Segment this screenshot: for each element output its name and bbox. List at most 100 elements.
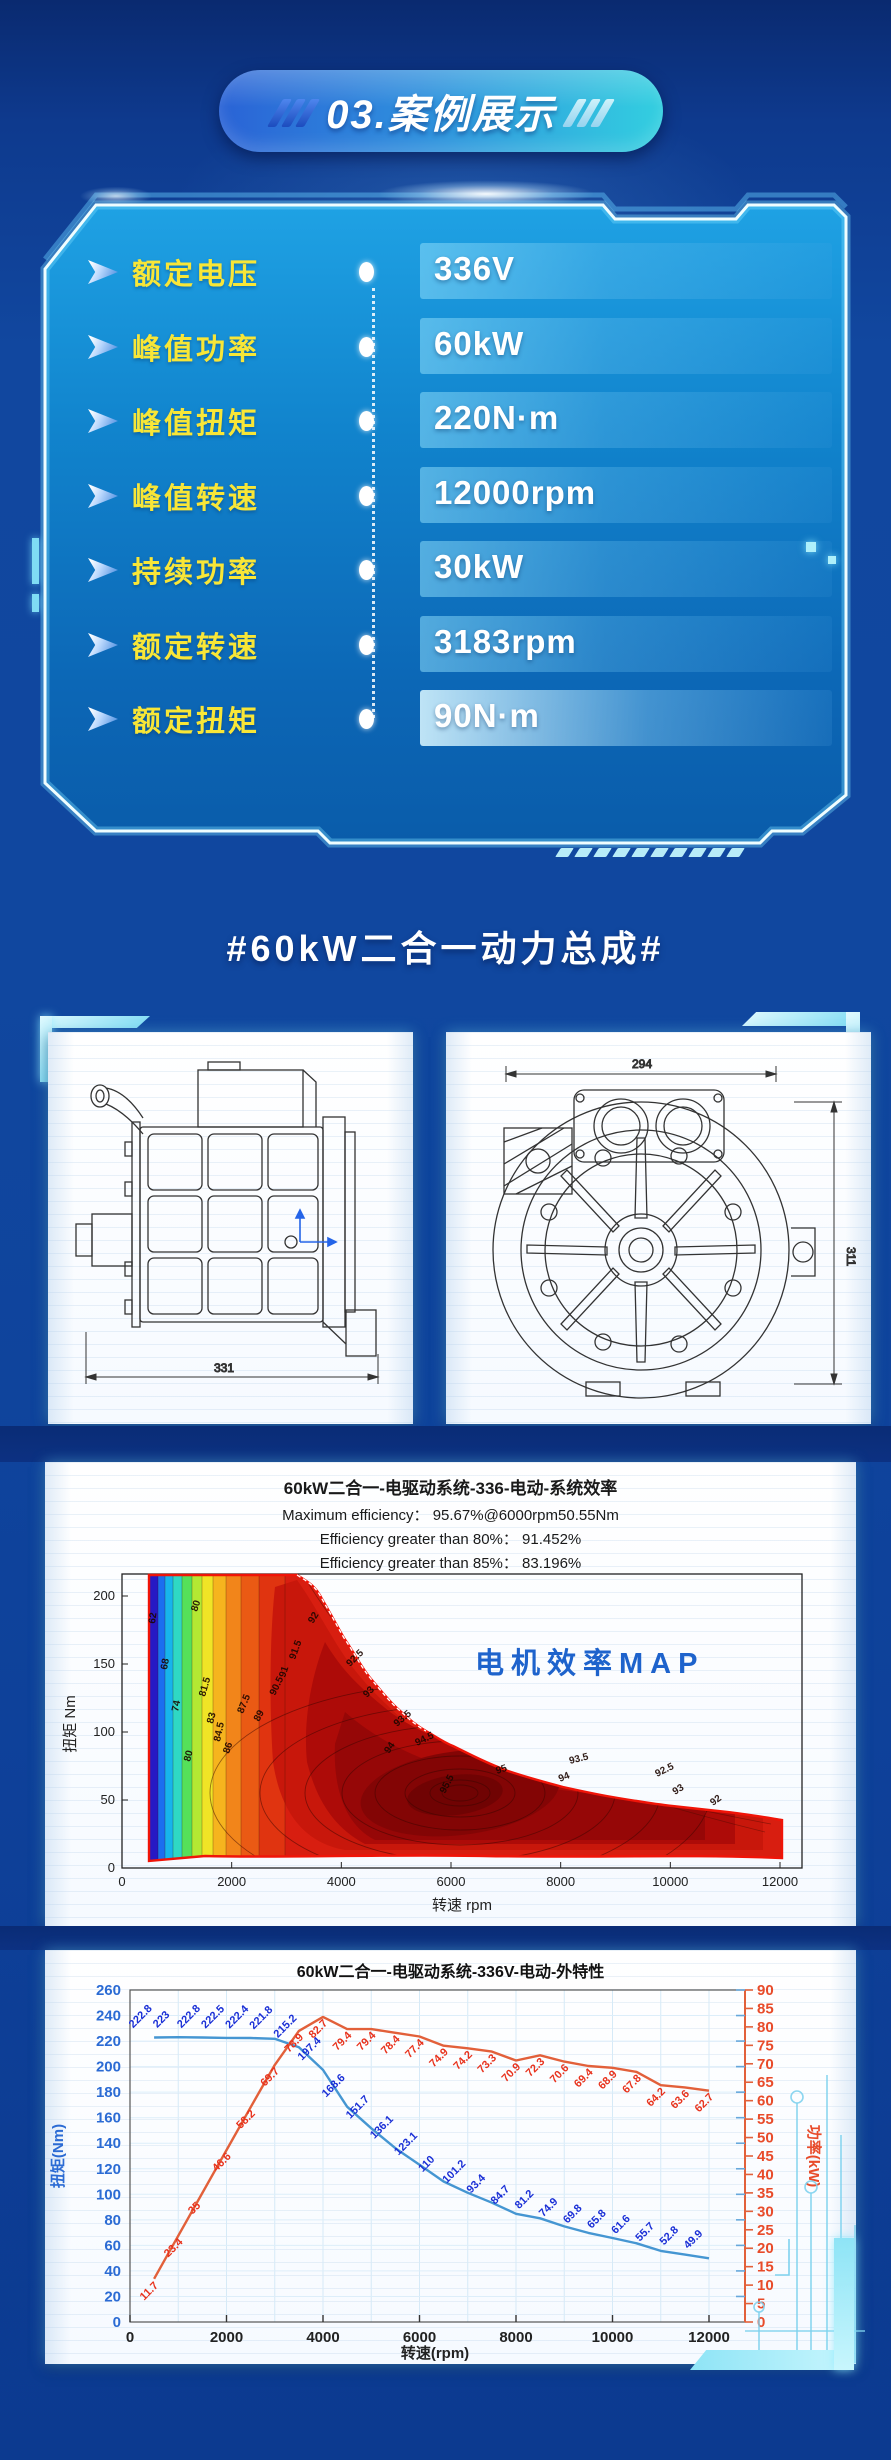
section-badge: 03.案例展示 [219,70,663,152]
svg-text:64.2: 64.2 [644,2086,668,2110]
svg-text:62.7: 62.7 [693,2091,717,2115]
arrow-icon [88,484,118,508]
spec-row: 持续功率 30kW [36,541,856,599]
side-view-dimension: 331 [214,1361,234,1375]
spec-label: 持续功率 [132,557,261,589]
efficiency-map-panel: 60kW二合一-电驱动系统-336-电动-系统效率 Maximum effici… [45,1462,856,1926]
efficiency-gt80-stat: Efficiency greater than 80%： 91.452% [319,1531,582,1548]
slash-marks-icon [561,99,615,127]
svg-text:25: 25 [757,2222,774,2239]
value-band [420,541,832,597]
svg-text:83: 83 [205,1711,218,1725]
chart-title: 60kW二合一-电驱动系统-336-电动-系统效率 [283,1479,618,1498]
svg-text:74: 74 [170,1699,183,1713]
svg-text:12000: 12000 [688,2329,730,2346]
svg-text:55: 55 [757,2111,774,2128]
efficiency-gt85-stat: Efficiency greater than 85%： 83.196% [319,1555,582,1572]
map-y-axis-label: 扭矩 Nm [62,1695,79,1753]
svg-text:50: 50 [101,1792,115,1807]
motor-front-view-drawing: 294 311 [492,1057,859,1399]
svg-text:168.6: 168.6 [320,2072,348,2100]
svg-text:79.4: 79.4 [331,2029,355,2053]
value-band [420,467,832,523]
spec-row: 额定转速 3183rpm [36,616,856,674]
svg-text:35: 35 [186,2200,203,2217]
arrow-icon [88,409,118,433]
svg-text:20: 20 [757,2240,774,2257]
svg-text:200: 200 [96,2059,121,2076]
svg-text:101.2: 101.2 [440,2158,468,2186]
section-divider [0,1926,891,1950]
dot-icon [359,411,374,431]
curves-panel: 60kW二合一-电驱动系统-336V-电动-外特性 转速(rpm) 扭矩(Nm)… [45,1950,856,2364]
svg-text:0: 0 [108,1860,115,1875]
svg-text:220: 220 [96,2033,121,2050]
spec-row: 峰值扭矩 220N·m [36,392,856,450]
circuit-lines-icon [745,2075,865,2363]
svg-text:86: 86 [221,1741,235,1755]
front-view-height-dimension: 311 [844,1247,858,1266]
svg-text:74.9: 74.9 [537,2196,561,2220]
svg-text:40: 40 [757,2166,774,2183]
deco-square [828,556,836,564]
dot-icon [359,635,374,655]
svg-text:65: 65 [757,2074,774,2091]
svg-text:15: 15 [757,2259,774,2276]
svg-text:74.2: 74.2 [451,2049,475,2073]
hatch-marks-icon [555,848,745,857]
svg-text:222.8: 222.8 [175,2003,203,2031]
spec-label: 峰值功率 [132,334,261,366]
svg-text:2000: 2000 [210,2329,243,2346]
svg-text:5: 5 [757,2296,765,2313]
curves-right-axis-label: 功率(kW) [805,2125,823,2188]
svg-text:95: 95 [495,1763,509,1777]
value-band [420,616,832,672]
svg-text:89: 89 [252,1708,267,1723]
value-band [420,690,832,746]
svg-text:65.8: 65.8 [585,2207,609,2231]
spec-row: 峰值功率 60kW [36,318,856,376]
svg-text:80: 80 [104,2212,121,2229]
svg-text:68.9: 68.9 [596,2068,620,2092]
svg-text:60: 60 [757,2093,774,2110]
dot-icon [359,262,374,282]
svg-text:221.8: 221.8 [247,2004,275,2032]
curves-x-axis-label: 转速(rpm) [401,2344,469,2362]
svg-text:222.8: 222.8 [127,2003,155,2031]
svg-text:93: 93 [671,1782,687,1797]
deco-bar [32,594,39,612]
svg-text:150: 150 [93,1656,115,1671]
bottom-corner-decal [834,2238,854,2370]
svg-text:6000: 6000 [437,1874,466,1889]
svg-text:10000: 10000 [652,1874,688,1889]
svg-text:0: 0 [118,1874,125,1889]
svg-text:82.7: 82.7 [307,2017,331,2041]
front-view-width-dimension: 294 [632,1057,652,1071]
deco-bar [32,538,39,584]
svg-text:11.7: 11.7 [138,2280,161,2303]
svg-text:81.5: 81.5 [197,1676,213,1698]
spec-label: 峰值转速 [132,483,261,515]
svg-text:80: 80 [757,2019,774,2036]
svg-text:123.1: 123.1 [392,2130,420,2158]
spec-row: 额定扭矩 90N·m [36,690,856,748]
svg-text:223: 223 [151,2009,172,2030]
corner-decal [40,1016,150,1028]
chart-title: 60kW二合一-电驱动系统-336V-电动-外特性 [296,1964,605,1981]
svg-text:50: 50 [757,2130,774,2147]
dotted-connector [372,288,375,718]
svg-text:70: 70 [757,2056,774,2073]
spec-label: 峰值扭矩 [132,408,261,440]
svg-text:55.7: 55.7 [633,2220,657,2244]
spec-value: 336V [434,250,516,287]
svg-text:100: 100 [93,1724,115,1739]
svg-text:0: 0 [113,2314,121,2331]
svg-text:69.4: 69.4 [572,2066,596,2090]
svg-text:62: 62 [147,1611,160,1624]
efficiency-map-plot: 转速 rpm 扭矩 Nm 0 2000 4000 6000 8000 10000 12000… [62,1573,803,1914]
svg-text:77.4: 77.4 [403,2036,427,2060]
spec-value: 12000rpm [434,474,597,511]
spec-row: 峰值转速 12000rpm [36,467,856,525]
spec-value: 60kW [434,325,525,362]
svg-text:80: 80 [189,1599,203,1613]
